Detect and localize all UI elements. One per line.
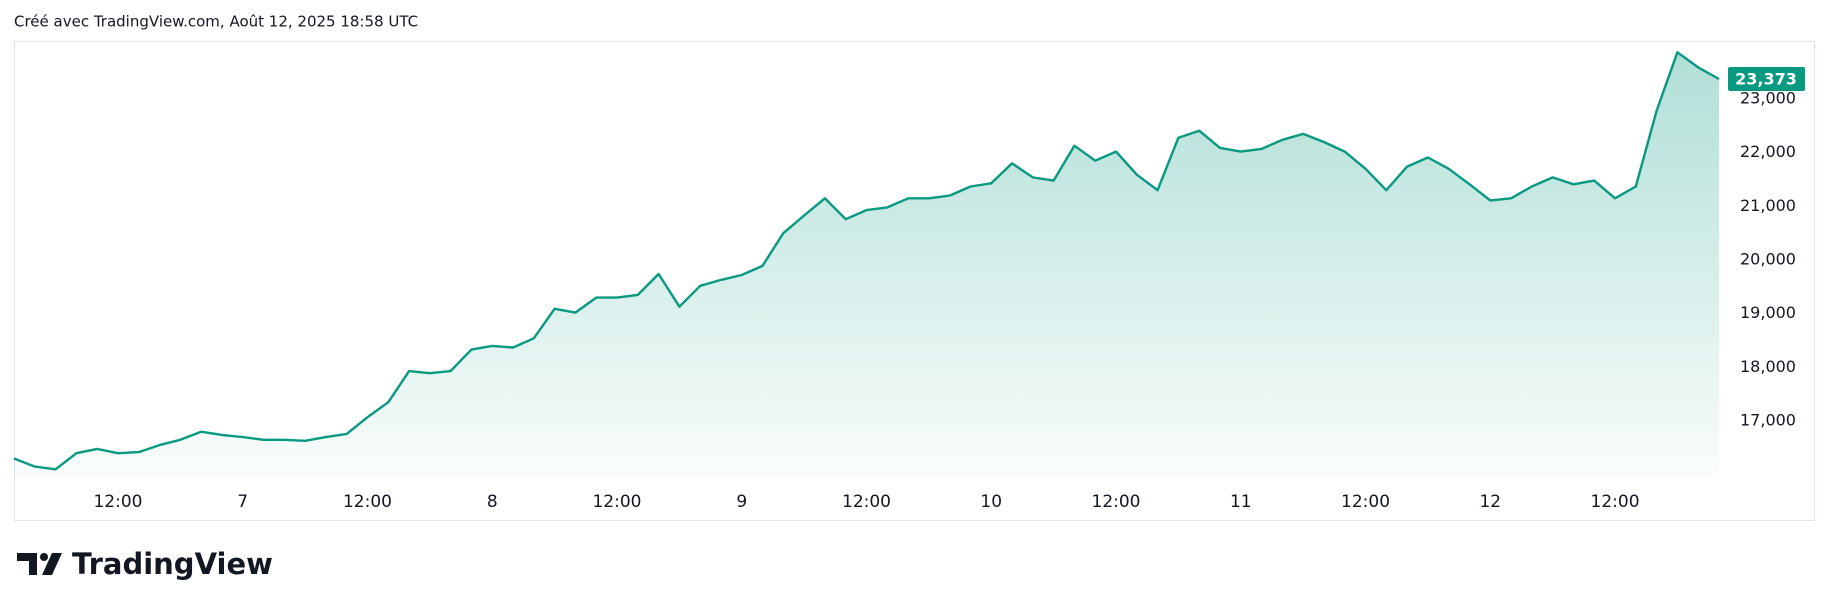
x-tick-label: 11: [1230, 492, 1252, 512]
y-tick-label: 22,000: [1740, 142, 1796, 161]
x-tick-label: 12:00: [1092, 492, 1141, 512]
y-tick-label: 23,000: [1740, 89, 1796, 108]
x-tick-label: 12:00: [1591, 492, 1640, 512]
chart-frame: [14, 41, 1815, 521]
x-tick-label: 12:00: [93, 492, 142, 512]
caption: Créé avec TradingView.com, Août 12, 2025…: [14, 13, 418, 31]
y-tick-label: 17,000: [1740, 410, 1796, 429]
x-tick-label: 10: [980, 492, 1002, 512]
brand-name: TradingView: [72, 547, 273, 581]
last-price-badge: [1728, 67, 1805, 92]
y-tick-label: 19,000: [1740, 303, 1796, 322]
brand-logo: [17, 553, 62, 575]
x-tick-label: 12:00: [592, 492, 641, 512]
x-tick-label: 7: [237, 492, 248, 512]
y-tick-label: 18,000: [1740, 357, 1796, 376]
y-tick-label: 21,000: [1740, 196, 1796, 215]
x-tick-label: 12:00: [343, 492, 392, 512]
y-tick-label: 20,000: [1740, 250, 1796, 269]
x-tick-label: 12: [1479, 492, 1501, 512]
area-fill: [14, 52, 1719, 479]
x-tick-label: 12:00: [1341, 492, 1390, 512]
last-price-label: 23,373: [1735, 70, 1797, 89]
x-tick-label: 8: [487, 492, 498, 512]
x-tick-label: 9: [736, 492, 747, 512]
price-line: [13, 51, 1720, 471]
x-tick-label: 12:00: [842, 492, 891, 512]
